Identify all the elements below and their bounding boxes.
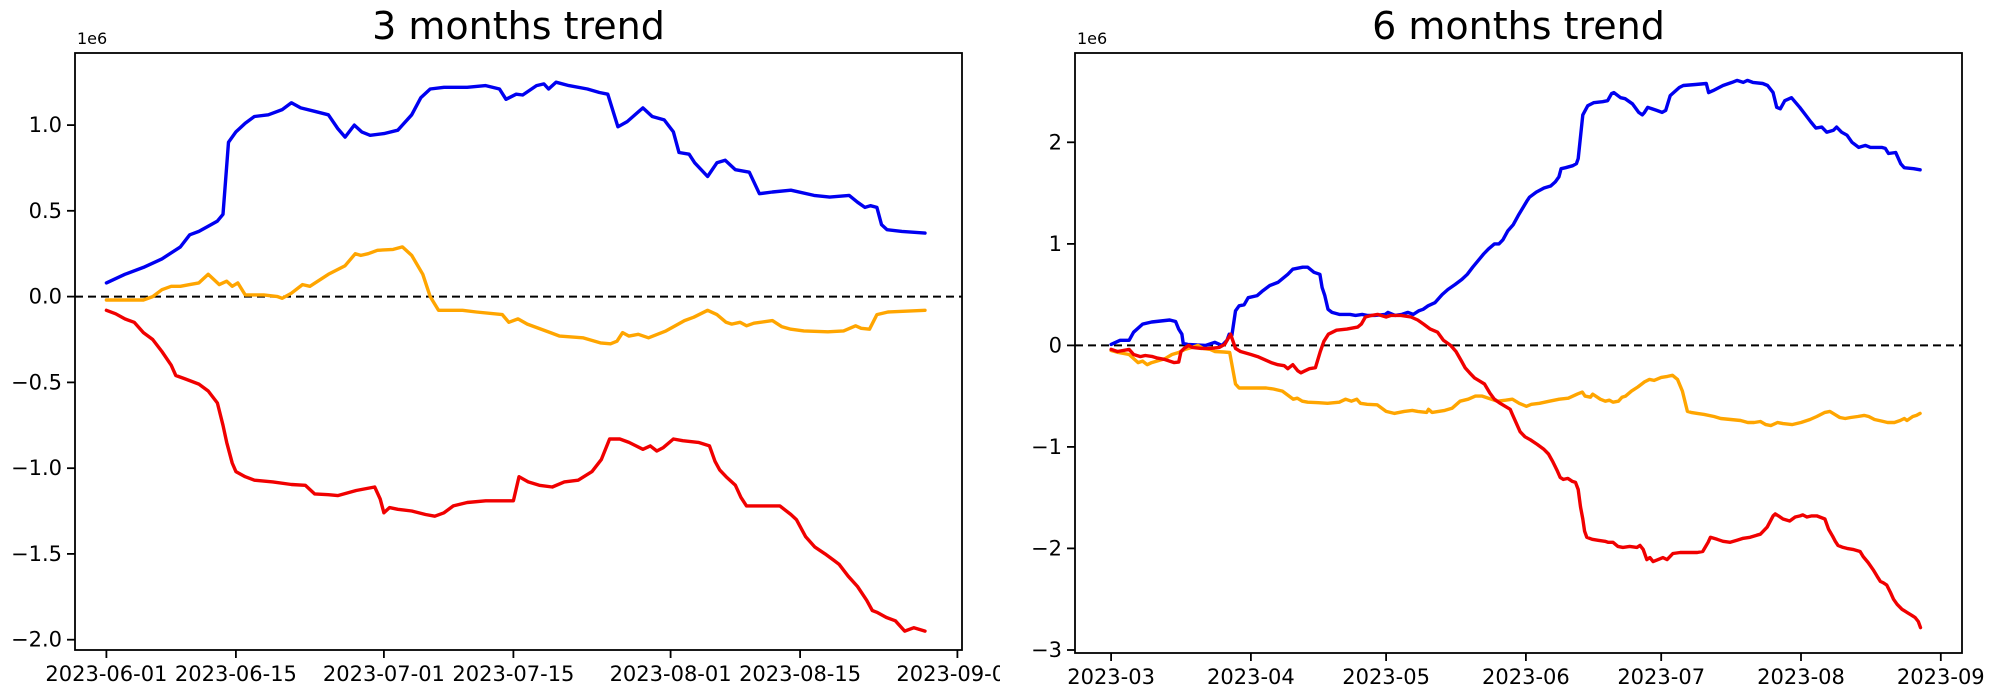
x-tick-label: 2023-07-01 xyxy=(323,662,445,686)
series-line-red xyxy=(104,308,927,633)
series-group xyxy=(1109,78,1923,630)
x-tick-label: 2023-06 xyxy=(1482,665,1570,689)
x-tick-label: 2023-06-15 xyxy=(175,662,297,686)
y-tick-label: −1.0 xyxy=(11,456,62,480)
x-tick-label: 2023-09-01 xyxy=(896,662,1000,686)
series-group xyxy=(104,80,927,633)
plot-border xyxy=(74,52,963,651)
y-tick-label: 0.0 xyxy=(29,285,62,309)
y-tick-label: 2 xyxy=(1049,130,1062,154)
y-axis-offset-label: 1e6 xyxy=(1077,29,1108,48)
x-tick-label: 2023-07-15 xyxy=(452,662,574,686)
series-line-blue xyxy=(104,80,927,285)
y-tick-label: 0.5 xyxy=(29,199,62,223)
series-line-red xyxy=(1109,312,1923,630)
series-line-orange xyxy=(1109,343,1922,428)
y-tick-label: −0.5 xyxy=(11,370,62,394)
chart-title: 3 months trend xyxy=(372,4,665,48)
x-tick-label: 2023-07 xyxy=(1617,665,1705,689)
x-tick-label: 2023-08-15 xyxy=(739,662,861,686)
plot-area: 2023-06-01 2023-06-15 2023-07-01 2023-07-15… xyxy=(11,52,1000,686)
y-tick-label: −1 xyxy=(1031,435,1062,459)
x-tick-label: 2023-05 xyxy=(1342,665,1430,689)
chart-title: 6 months trend xyxy=(1372,4,1665,48)
x-tick-label: 2023-04 xyxy=(1207,665,1295,689)
y-tick-label: 1.0 xyxy=(29,113,62,137)
chart-6-months-trend: 6 months trend 1e6 2023-03 2023-04 2023-05… xyxy=(1000,0,2000,700)
x-tick-label: 2023-09 xyxy=(1897,665,1985,689)
y-tick-label: 1 xyxy=(1049,232,1062,256)
y-tick-label: −3 xyxy=(1031,638,1062,662)
series-line-blue xyxy=(1109,78,1922,348)
x-tick-label: 2023-06-01 xyxy=(45,662,167,686)
y-tick-label: −2.0 xyxy=(11,628,62,652)
x-tick-label: 2023-08-01 xyxy=(610,662,732,686)
chart-3-months-trend: 3 months trend 1e6 2023-06-01 2023-06-15 2… xyxy=(11,4,1000,686)
y-axis-offset-label: 1e6 xyxy=(77,29,108,48)
series-line-orange xyxy=(104,245,927,346)
y-tick-label: −2 xyxy=(1031,536,1062,560)
plot-border xyxy=(1074,52,1963,654)
y-tick-label: −1.5 xyxy=(11,542,62,566)
y-tick-label: 0 xyxy=(1049,333,1062,357)
plot-area: 2023-03 2023-04 2023-05 2023-06 2023-07 2023-… xyxy=(1031,52,1985,689)
x-tick-label: 2023-08 xyxy=(1757,665,1845,689)
x-tick-label: 2023-03 xyxy=(1067,665,1155,689)
